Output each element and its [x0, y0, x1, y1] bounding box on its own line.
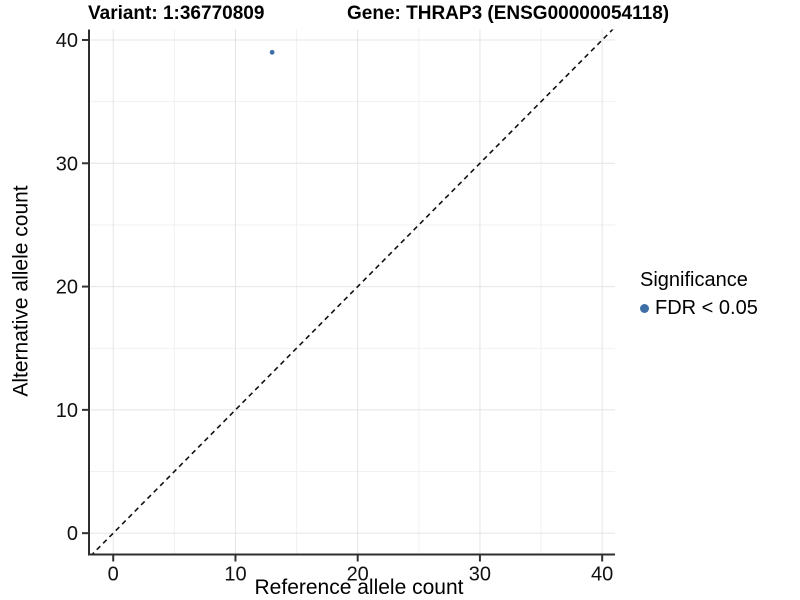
x-tick-label: 40 — [591, 564, 613, 586]
legend: Significance FDR < 0.05 — [640, 268, 758, 320]
legend-item-fdr: FDR < 0.05 — [640, 296, 758, 320]
y-tick-label: 20 — [56, 277, 78, 299]
y-tick-label: 30 — [56, 153, 78, 175]
legend-title: Significance — [640, 269, 748, 291]
x-tick-label: 30 — [469, 564, 491, 586]
x-tick-label: 0 — [108, 564, 119, 586]
y-tick-label: 10 — [56, 400, 78, 422]
plot-title-gene: Gene: THRAP3 (ENSG00000054118) — [347, 3, 670, 24]
identity-dashed-line — [91, 29, 614, 554]
data-point — [269, 49, 275, 55]
y-tick-label: 0 — [67, 523, 78, 545]
legend-item-label: FDR < 0.05 — [655, 297, 758, 319]
plot-title-variant: Variant: 1:36770809 — [88, 3, 265, 24]
x-axis-title: Reference allele count — [254, 576, 464, 599]
y-tick-label: 40 — [56, 30, 78, 52]
x-tick-label: 20 — [347, 564, 369, 586]
y-axis-title: Alternative allele count — [9, 185, 33, 397]
x-tick-label: 10 — [224, 564, 246, 586]
legend-point-swatch — [640, 303, 649, 313]
